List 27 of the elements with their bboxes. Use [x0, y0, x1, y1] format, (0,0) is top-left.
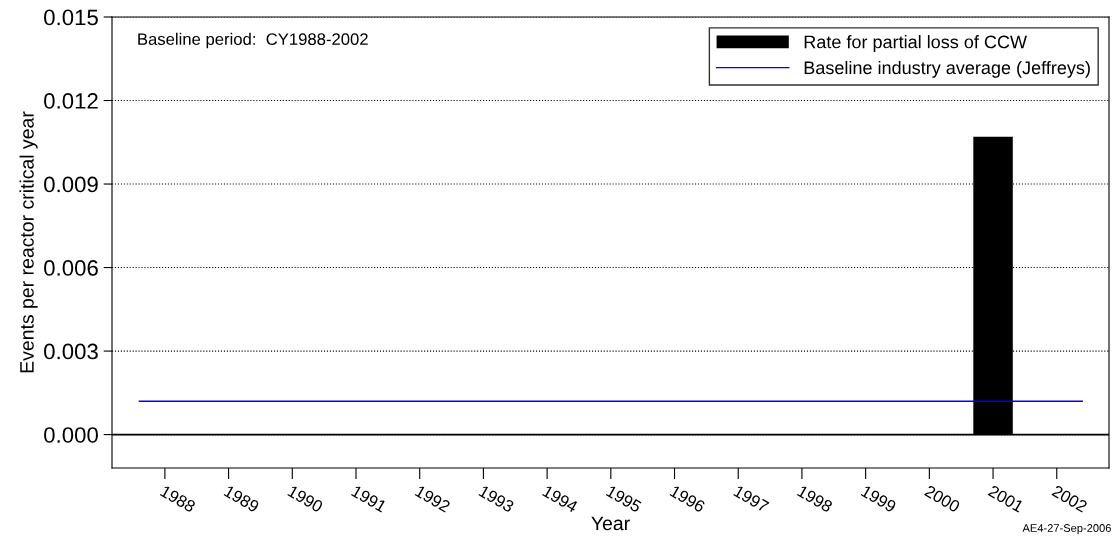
x-tick-label: 1997: [733, 484, 770, 513]
x-tick-label: 1995: [605, 484, 643, 513]
x-tick-label: 1998: [796, 484, 834, 513]
x-tick-label: 1994: [542, 484, 579, 513]
y-tick-label: 0.006: [44, 260, 98, 276]
x-tick-label: 1990: [287, 484, 324, 513]
y-tick-label: 0.003: [44, 343, 98, 360]
y-tick-label: 0.012: [44, 93, 98, 109]
x-tick-label: 1988: [159, 484, 197, 513]
y-tick-label: 0.015: [44, 9, 98, 26]
legend-label: Baseline industry average (Jeffreys): [804, 60, 1090, 78]
x-axis-title: Year: [591, 516, 630, 531]
x-tick-label: 1992: [414, 484, 451, 513]
x-tick-label: 1993: [478, 484, 515, 513]
y-axis-title: Events per reactor critical year: [19, 111, 38, 373]
x-tick-label: 1989: [223, 484, 260, 513]
y-tick-label: 0.009: [44, 176, 98, 193]
legend-label: Rate for partial loss of CCW: [804, 35, 1027, 52]
x-tick-label: 2000: [923, 484, 961, 513]
annotation: Baseline period: CY1988-2002: [138, 32, 368, 49]
x-tick-label: 2001: [987, 484, 1025, 513]
x-tick-label: 1999: [860, 484, 897, 513]
x-tick-label: 1996: [669, 484, 706, 513]
x-tick-label: 2002: [1051, 484, 1088, 513]
x-tick-label: 1991: [350, 484, 388, 513]
y-tick-label: 0.000: [44, 427, 98, 443]
text: AE4-27-Sep-2006: [1022, 524, 1111, 535]
